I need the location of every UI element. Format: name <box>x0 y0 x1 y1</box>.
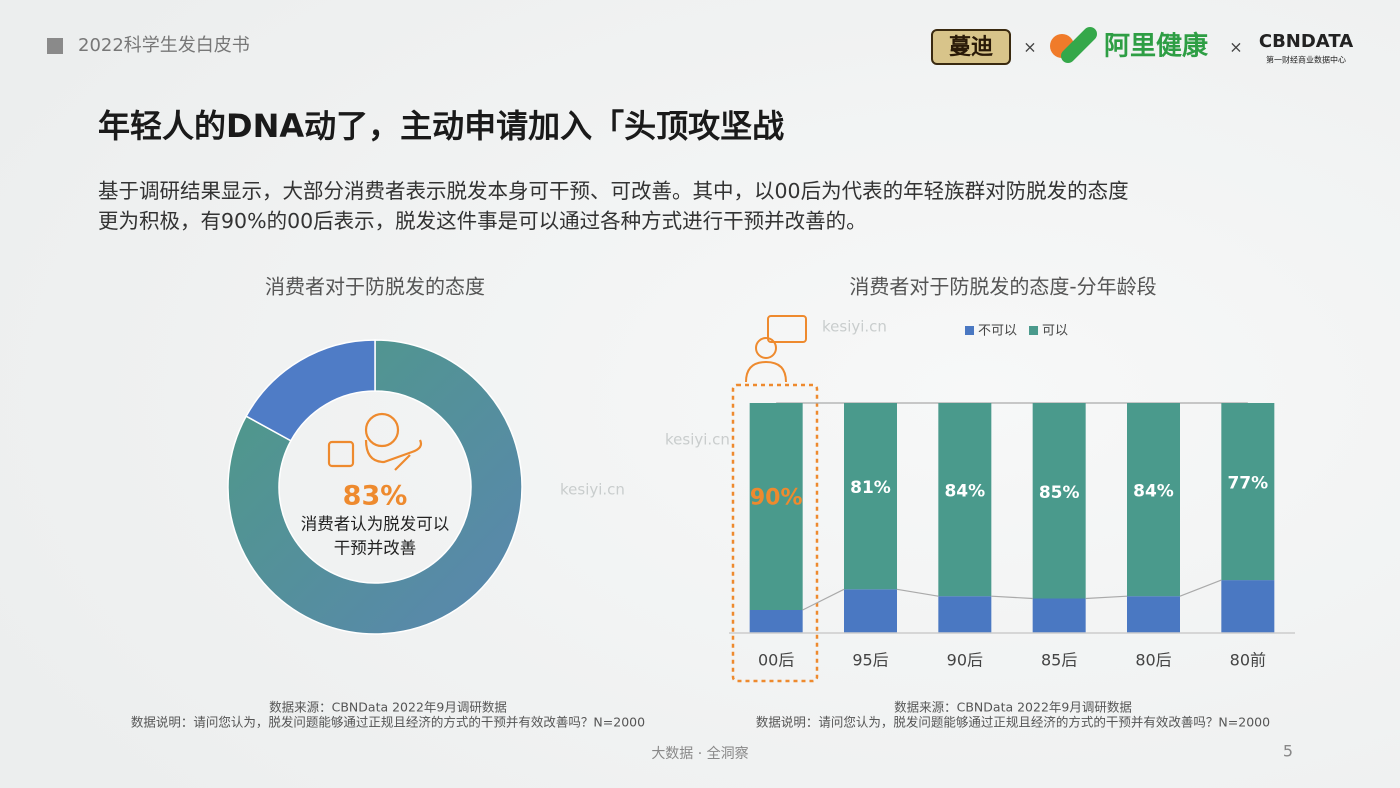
source-note: 数据说明：请问您认为，脱发问题能够通过正规且经济的方式的干预并有效改善吗？N=2… <box>756 715 1270 730</box>
bar-segment <box>938 403 992 597</box>
bar-segment <box>1127 403 1180 597</box>
logo-icon <box>1061 27 1097 63</box>
legend-label: 可以 <box>1042 324 1068 339</box>
center-text: 消费者认为脱发可以 <box>301 515 450 534</box>
logo-box <box>931 29 1011 65</box>
bar-segment <box>749 403 803 610</box>
connector <box>896 588 939 597</box>
bar-segment <box>844 403 897 590</box>
x-tick-label: 85后 <box>1041 651 1077 670</box>
legend-swatch <box>1029 326 1039 335</box>
logo: 阿里健康 <box>1104 31 1209 62</box>
connector <box>1085 595 1128 600</box>
data-label: 84% <box>1133 482 1174 502</box>
connector <box>991 595 1033 600</box>
logo-sep: × <box>1229 38 1242 57</box>
watermark: kesiyi.cn <box>560 481 625 499</box>
highlight-box <box>731 383 819 683</box>
logo: 蔓迪 <box>949 35 993 60</box>
data-label: 85% <box>1039 483 1080 503</box>
bar-segment <box>1221 580 1275 633</box>
icon <box>327 412 423 471</box>
source-note: 数据来源：CBNData 2022年9月调研数据 <box>269 700 507 715</box>
x-tick-label: 95后 <box>852 651 888 670</box>
subtitle-line: 更为积极，有90%的00后表示，脱发这件事是可以通过各种方式进行干预并改善的。 <box>98 209 867 233</box>
icon <box>745 315 807 383</box>
legend-label: 不可以 <box>978 324 1017 339</box>
data-label: 84% <box>944 482 985 502</box>
logo: CBNDATA <box>1259 31 1353 52</box>
bar-segment <box>749 610 803 633</box>
legend-swatch <box>965 326 974 335</box>
bar-segment <box>938 596 992 633</box>
donut-slice <box>227 339 523 635</box>
x-tick-label: 80前 <box>1230 651 1266 670</box>
source-note: 数据来源：CBNData 2022年9月调研数据 <box>894 700 1132 715</box>
bar-segment <box>844 589 897 633</box>
footer-tagline: 大数据 · 全洞察 <box>651 745 748 762</box>
logo-sep: × <box>1023 38 1036 57</box>
chart-title: 消费者对于防脱发的态度-分年龄段 <box>849 275 1156 299</box>
watermark: kesiyi.cn <box>822 318 887 336</box>
title: 年轻人的DNA动了，主动申请加入「头顶攻坚战 <box>98 107 784 145</box>
x-tick-label: 90后 <box>947 651 983 670</box>
center-text: 干预并改善 <box>334 539 417 558</box>
watermark: kesiyi.cn <box>665 431 730 449</box>
bar-segment <box>1221 403 1275 581</box>
data-label: 77% <box>1227 474 1268 494</box>
bar-segment <box>1032 403 1086 599</box>
page-number: 5 <box>1283 742 1293 761</box>
logo-sub: 第一财经商业数据中心 <box>1266 55 1346 65</box>
data-label: 83% <box>343 481 408 512</box>
data-label: 81% <box>850 478 891 498</box>
x-tick-label: 80后 <box>1135 651 1171 670</box>
source-note: 数据说明：请问您认为，脱发问题能够通过正规且经济的方式的干预并有效改善吗？N=2… <box>131 715 645 730</box>
bar-segment <box>1127 596 1180 633</box>
header-marker <box>47 38 63 54</box>
chart-title: 消费者对于防脱发的态度 <box>265 275 485 299</box>
data-label: 90% <box>750 486 803 511</box>
report-name: 2022科学生发白皮书 <box>78 35 250 56</box>
bar-segment <box>1032 598 1086 633</box>
donut-slice <box>245 339 376 442</box>
connector <box>802 588 845 611</box>
connector <box>1179 579 1222 597</box>
x-tick-label: 00后 <box>758 651 794 670</box>
subtitle-line: 基于调研结果显示，大部分消费者表示脱发本身可干预、可改善。其中，以00后为代表的… <box>98 179 1129 203</box>
